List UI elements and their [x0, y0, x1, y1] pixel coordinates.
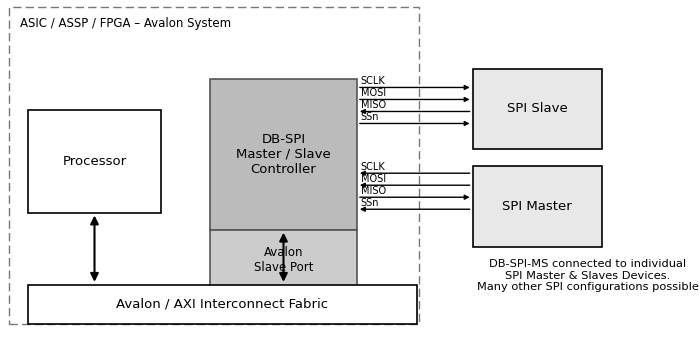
Text: SCLK: SCLK	[360, 162, 385, 172]
Text: ASIC / ASSP / FPGA – Avalon System: ASIC / ASSP / FPGA – Avalon System	[20, 17, 231, 30]
Text: MISO: MISO	[360, 100, 386, 110]
Bar	[28, 285, 416, 324]
Text: MISO: MISO	[360, 186, 386, 196]
Bar	[473, 166, 602, 247]
Text: SSn: SSn	[360, 198, 379, 208]
Text: MOSI: MOSI	[360, 174, 386, 184]
Bar	[210, 230, 357, 290]
Text: Avalon / AXI Interconnect Fabric: Avalon / AXI Interconnect Fabric	[116, 298, 328, 311]
Text: SPI Slave: SPI Slave	[507, 103, 568, 115]
Text: DB-SPI
Master / Slave
Controller: DB-SPI Master / Slave Controller	[236, 133, 331, 176]
Bar	[28, 110, 161, 213]
Bar	[9, 7, 419, 324]
Text: DB-SPI-MS connected to individual
SPI Master & Slaves Devices.
Many other SPI co: DB-SPI-MS connected to individual SPI Ma…	[477, 259, 699, 292]
Text: SCLK: SCLK	[360, 76, 385, 86]
Text: Processor: Processor	[62, 155, 127, 168]
Text: SSn: SSn	[360, 113, 379, 122]
Text: SPI Master: SPI Master	[503, 200, 572, 213]
Bar	[210, 79, 357, 230]
Text: Avalon
Slave Port: Avalon Slave Port	[253, 246, 314, 274]
Text: MOSI: MOSI	[360, 88, 386, 98]
Bar	[473, 69, 602, 149]
